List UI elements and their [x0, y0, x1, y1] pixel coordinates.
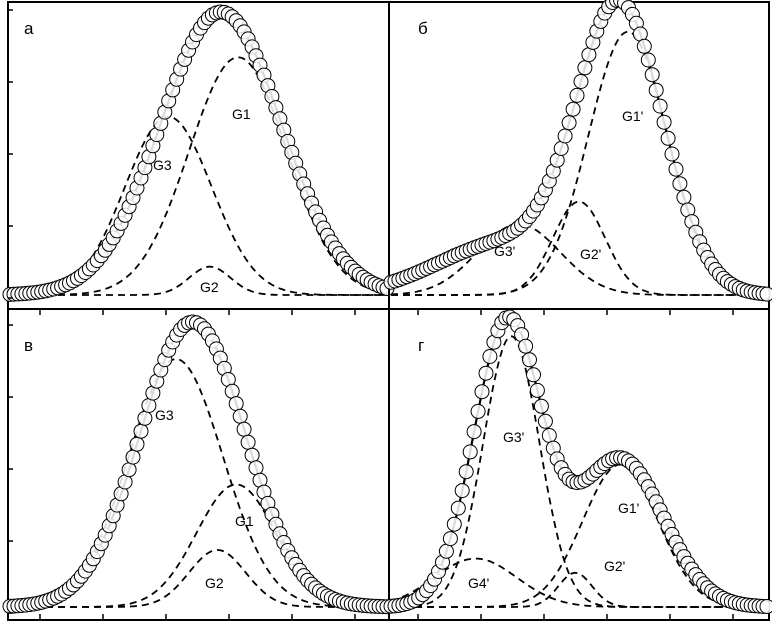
panel-d-component-curves [390, 335, 767, 608]
panel-b-data-point [676, 189, 692, 205]
panel-b-data-point [648, 82, 664, 98]
panel-c-data-point [228, 396, 244, 412]
panel-d-data-point [442, 531, 458, 547]
panel-a-label: а [24, 19, 34, 38]
panel-d-data-point [518, 338, 534, 354]
panel-d-data-point [446, 516, 462, 532]
panel-a-component-g2 [10, 265, 387, 296]
panel-a-series-label-g1: G1 [232, 106, 251, 122]
panel-b-data-point [656, 114, 672, 130]
panel-d-data-point [450, 500, 466, 516]
panel-b-data-point [565, 101, 581, 117]
panel-b: б G1' G2' G3' [383, 0, 772, 310]
panel-b-data-markers [383, 0, 772, 302]
panel-c-component-g2 [10, 549, 387, 608]
panel-d-data-point [522, 352, 537, 368]
panel-c-label: в [24, 336, 33, 355]
panel-d-data-point [759, 599, 772, 614]
panel-d-data-markers [383, 309, 772, 614]
panel-d-data-point [466, 424, 482, 440]
panel-d-series-label-g4p: G4' [468, 575, 489, 591]
panel-a-component-curves [9, 56, 388, 296]
panel-c-frame [7, 308, 390, 621]
panel-b-series-label-g1p: G1' [622, 108, 643, 124]
panel-b-data-point [759, 286, 772, 302]
panel-c-data-point [121, 462, 137, 478]
panel-d-data-point [478, 365, 494, 381]
panel-c-data-point [232, 408, 248, 424]
panel-b-data-point [644, 67, 660, 83]
panel-c-data-point [137, 410, 153, 426]
panel-b-data-point [553, 141, 569, 156]
panel-d-data-point [526, 367, 541, 383]
panel-b-series-label-g2p: G2' [580, 246, 601, 262]
panel-d-data-point [454, 483, 470, 499]
panel-b-data-point [672, 176, 688, 192]
panel-c-component-curves [9, 358, 387, 608]
panel-b-data-point [660, 130, 676, 146]
panel-a-component-g3 [9, 115, 387, 296]
panel-d-label: г [418, 336, 424, 355]
panel-c-data-point [248, 460, 264, 476]
panel-d: г G3' G1' G4' G2' [383, 308, 772, 621]
panel-b-data-point [668, 161, 684, 177]
panel-c-data-markers [2, 314, 395, 615]
panel-a: а G1 G2 G3 [2, 1, 395, 310]
panel-d-frame [388, 308, 770, 621]
panel-d-data-point [541, 428, 557, 443]
panel-c-data-point [133, 423, 149, 439]
panel-b-data-point [636, 38, 652, 54]
panel-c-series-label-g1: G1 [235, 513, 254, 529]
panel-b-component-g2p [391, 200, 767, 296]
panel-d-data-point [474, 384, 490, 400]
panel-d-data-point [529, 382, 545, 398]
panel-b-data-point [577, 60, 593, 76]
panel-b-label: б [418, 19, 428, 38]
panel-b-data-point [557, 128, 573, 144]
panel-a-series-label-g3: G3 [153, 157, 172, 173]
panel-c-data-point [244, 447, 260, 463]
panel-b-data-point [640, 52, 656, 68]
panel-b-data-point [652, 98, 668, 114]
panel-c-fit-line [9, 320, 388, 608]
panel-c-data-point [141, 398, 157, 413]
panel-c-series-label-g3: G3 [155, 407, 174, 423]
panel-c-data-point [240, 434, 256, 450]
panel-d-series-label-g1p: G1' [618, 500, 639, 516]
panel-c-data-point [125, 449, 141, 465]
panel-a-data-markers [2, 4, 395, 302]
panel-c-data-point [129, 436, 145, 452]
axis-ticks [8, 9, 734, 620]
panel-b-data-point [573, 74, 589, 89]
panel-d-series-label-g2p: G2' [604, 558, 625, 574]
panel-b-series-label-g3p: G3' [494, 243, 515, 259]
panel-c: в G3 G1 G2 [2, 308, 395, 621]
panel-b-component-g3p [390, 223, 767, 296]
panel-b-data-point [664, 146, 680, 162]
panel-d-data-point [537, 413, 553, 429]
panel-b-data-point [569, 87, 585, 103]
panel-d-data-point [482, 349, 498, 364]
panel-c-series-label-g2: G2 [205, 575, 224, 591]
panel-d-data-point [458, 464, 474, 480]
panel-a-series-label-g2: G2 [200, 279, 219, 295]
panel-c-component-g3 [9, 358, 387, 608]
panel-a-component-g1 [10, 56, 388, 296]
panel-d-component-g2p [391, 571, 767, 608]
panel-d-series-label-g3p: G3' [503, 429, 524, 445]
panel-c-data-point [236, 421, 252, 437]
panel-d-data-point [470, 403, 486, 419]
panel-d-data-point [533, 398, 549, 414]
panel-d-data-point [462, 444, 478, 460]
panel-c-fit-curve [9, 320, 388, 608]
panel-b-data-point [561, 115, 577, 131]
panel-a-frame [7, 1, 390, 310]
panel-d-data-point [438, 543, 454, 559]
